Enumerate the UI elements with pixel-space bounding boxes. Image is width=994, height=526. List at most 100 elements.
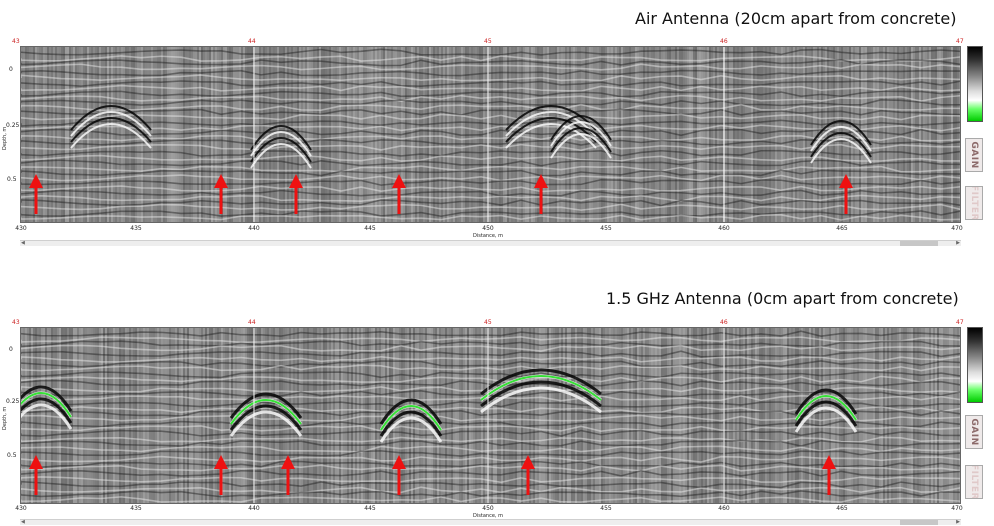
bottom-depth-axis-title: Depth, m [2, 406, 8, 430]
trace-column [107, 328, 109, 503]
trace-column [687, 47, 689, 222]
reflection-band [21, 429, 960, 437]
trace-column [231, 47, 233, 222]
trace-column [529, 47, 531, 222]
trace-column [499, 328, 501, 503]
trace-column [907, 47, 909, 222]
bottom-gain-button[interactable]: GAIN [965, 415, 983, 449]
top-horizontal-scrollbar[interactable]: ◀ ▶ [20, 240, 961, 246]
trace-column [503, 47, 505, 222]
trace-column [193, 47, 195, 222]
trace-column [769, 328, 771, 503]
trace-column [533, 328, 535, 503]
trace-column [867, 47, 869, 222]
reflection-band [21, 469, 960, 477]
bottom-depth-tick: 0 [9, 346, 13, 353]
trace-column [135, 328, 137, 503]
trace-column [785, 328, 787, 503]
bottom-scroll-thumb[interactable] [900, 520, 938, 525]
trace-column [357, 47, 359, 222]
trace-column [683, 47, 685, 222]
top-filter-button[interactable]: FILTER [965, 186, 983, 220]
trace-column [635, 47, 637, 222]
trace-column [61, 47, 63, 222]
trace-column [643, 47, 645, 222]
hyperbola-reflection [250, 143, 312, 169]
trace-column [931, 47, 933, 222]
trace-column [637, 328, 639, 503]
trace-column [361, 47, 363, 222]
trace-column [835, 47, 837, 222]
trace-column [445, 47, 447, 222]
trace-column [759, 47, 761, 222]
trace-column [395, 47, 397, 222]
trace-column [883, 328, 885, 503]
trace-column [897, 47, 899, 222]
trace-column [409, 328, 411, 503]
trace-column [693, 328, 695, 503]
trace-column [23, 328, 25, 503]
trace-column [915, 328, 917, 503]
trace-column [893, 328, 895, 503]
bottom-filter-button[interactable]: FILTER [965, 465, 983, 499]
scroll-left-icon[interactable]: ◀ [21, 519, 25, 525]
trace-column [47, 328, 49, 503]
trace-column [227, 47, 229, 222]
trace-column [261, 328, 263, 503]
trace-column [73, 47, 75, 222]
trace-column [665, 328, 667, 503]
trace-column [543, 47, 545, 222]
trace-column [131, 47, 133, 222]
trace-column [643, 328, 645, 503]
trace-column [499, 47, 501, 222]
trace-column [745, 47, 747, 222]
trace-column [171, 328, 173, 503]
trace-column [285, 47, 287, 222]
scroll-right-icon[interactable]: ▶ [956, 519, 960, 525]
top-color-scale-bar [967, 46, 983, 122]
top-gain-button[interactable]: GAIN [965, 138, 983, 172]
trace-column [195, 47, 197, 222]
trace-column [313, 47, 315, 222]
trace-column [959, 328, 960, 503]
trace-column [113, 328, 115, 503]
trace-column [743, 47, 745, 222]
trace-column [591, 328, 593, 503]
trace-column [745, 328, 747, 503]
top-radargram-image[interactable] [20, 46, 961, 223]
trace-column [233, 47, 235, 222]
trace-column [467, 47, 469, 222]
trace-column [321, 328, 323, 503]
trace-column [691, 328, 693, 503]
trace-column [545, 47, 547, 222]
scroll-left-icon[interactable]: ◀ [21, 240, 25, 246]
trace-column [935, 328, 937, 503]
trace-column [761, 328, 763, 503]
bottom-horizontal-scrollbar[interactable]: ◀ ▶ [20, 519, 961, 525]
trace-column [553, 328, 555, 503]
top-scroll-thumb[interactable] [900, 241, 938, 246]
trace-column [245, 47, 247, 222]
top-distance-tick: 470 [951, 225, 963, 232]
trace-column [701, 47, 703, 222]
trace-column [889, 328, 891, 503]
trace-column [357, 328, 359, 503]
trace-column [729, 47, 731, 222]
trace-column [601, 328, 603, 503]
trace-column [941, 47, 943, 222]
trace-column [493, 328, 495, 503]
trace-column [659, 47, 661, 222]
hyperbola-reflection [810, 132, 872, 158]
hyperbola-reflection [505, 111, 597, 137]
bottom-radargram-image[interactable] [20, 327, 961, 504]
trace-column [593, 328, 595, 503]
scroll-right-icon[interactable]: ▶ [956, 240, 960, 246]
trace-column [871, 47, 873, 222]
hyperbola-reflection [505, 117, 597, 143]
trace-column [811, 47, 813, 222]
trace-column [417, 328, 419, 503]
trace-column [551, 328, 553, 503]
reflection-band [21, 210, 960, 218]
trace-column [801, 47, 803, 222]
trace-column [831, 328, 833, 503]
